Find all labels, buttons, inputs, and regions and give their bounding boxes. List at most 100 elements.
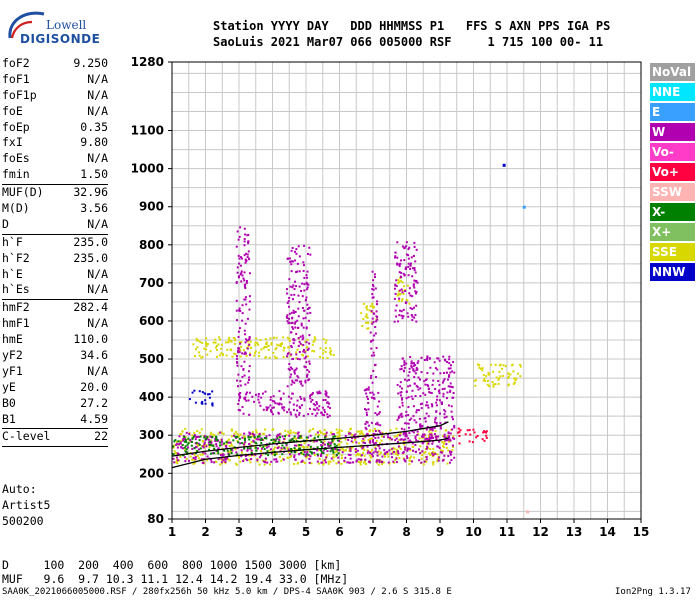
y-tick-label: 1280 — [131, 55, 164, 69]
echo-point — [294, 413, 297, 416]
echo-point — [295, 271, 298, 274]
echo-point — [306, 373, 309, 376]
echo-point — [365, 388, 368, 391]
echo-point — [338, 428, 341, 431]
echo-point — [172, 445, 175, 448]
echo-point — [401, 357, 404, 360]
echo-point — [406, 284, 409, 287]
y-tick-label: 600 — [139, 314, 164, 328]
legend-item: Vo- — [650, 143, 695, 161]
echo-point — [380, 435, 383, 438]
echo-point — [438, 359, 441, 362]
echo-point — [338, 430, 341, 433]
echo-point — [329, 407, 332, 410]
echo-point — [404, 448, 407, 451]
echo-point — [370, 453, 373, 456]
echo-point — [392, 446, 395, 449]
echo-point — [243, 227, 246, 230]
echo-point — [474, 379, 477, 382]
echo-point — [295, 332, 298, 335]
echo-point — [452, 435, 455, 438]
echo-point — [291, 260, 294, 263]
echo-point — [236, 230, 239, 233]
echo-point — [510, 364, 513, 367]
echo-point — [448, 440, 451, 443]
echo-point — [367, 408, 370, 411]
echo-point — [407, 437, 410, 440]
echo-point — [286, 288, 289, 291]
echo-point — [411, 275, 414, 278]
echo-point — [447, 385, 450, 388]
echo-point — [214, 460, 217, 463]
echo-point — [401, 404, 404, 407]
echo-point — [282, 392, 285, 395]
echo-point — [419, 445, 422, 448]
echo-point — [308, 370, 311, 373]
separator — [2, 428, 108, 430]
echo-point — [445, 397, 448, 400]
echo-point — [412, 369, 415, 372]
echo-point — [403, 259, 406, 262]
echo-point — [296, 409, 299, 412]
echo-point — [388, 462, 391, 465]
echo-point — [378, 400, 381, 403]
echo-point — [408, 463, 411, 466]
echo-point — [300, 444, 303, 447]
echo-point — [382, 435, 385, 438]
echo-point — [221, 440, 224, 443]
echo-point — [444, 429, 447, 432]
echo-point — [435, 438, 438, 441]
echo-point — [371, 455, 374, 458]
param-value: 235.0 — [73, 250, 108, 265]
echo-point — [220, 431, 223, 434]
echo-point — [295, 439, 298, 442]
echo-point — [437, 435, 440, 438]
echo-point — [278, 455, 281, 458]
echo-point — [374, 447, 377, 450]
echo-point — [288, 296, 291, 299]
echo-point — [445, 436, 448, 439]
echo-point — [374, 430, 377, 433]
echo-point — [449, 461, 452, 464]
echo-point — [237, 238, 240, 241]
echo-point — [430, 433, 433, 436]
echo-point — [293, 437, 296, 440]
echo-point — [313, 336, 316, 339]
echo-point — [393, 287, 396, 290]
echo-point — [192, 343, 195, 346]
echo-point — [335, 444, 338, 447]
echo-point — [264, 459, 267, 462]
echo-point — [436, 460, 439, 463]
echo-point — [391, 456, 394, 459]
echo-point — [360, 312, 363, 315]
echo-point — [183, 456, 186, 459]
param-label: fmin — [2, 167, 30, 182]
echo-point — [244, 296, 247, 299]
echo-point — [255, 449, 258, 452]
echo-point — [239, 396, 242, 399]
echo-point — [323, 459, 326, 462]
echo-point — [343, 459, 346, 462]
echo-point — [288, 432, 291, 435]
separator — [2, 299, 108, 301]
echo-point — [308, 342, 311, 345]
echo-point — [306, 445, 309, 448]
echo-point — [247, 378, 250, 381]
echo-point — [243, 444, 246, 447]
echo-point — [365, 420, 368, 423]
echo-point — [316, 446, 319, 449]
echo-point — [398, 299, 401, 302]
echo-point — [376, 421, 379, 424]
echo-point — [304, 379, 307, 382]
echo-point — [307, 413, 310, 416]
echo-point — [481, 369, 484, 372]
echo-point — [243, 329, 246, 332]
echo-point — [217, 447, 220, 450]
echo-point — [173, 440, 176, 443]
echo-point — [407, 274, 410, 277]
echo-point — [172, 453, 175, 456]
param-label: B1 — [2, 411, 16, 426]
echo-point — [219, 441, 222, 444]
echo-point — [202, 444, 205, 447]
echo-point — [225, 447, 228, 450]
